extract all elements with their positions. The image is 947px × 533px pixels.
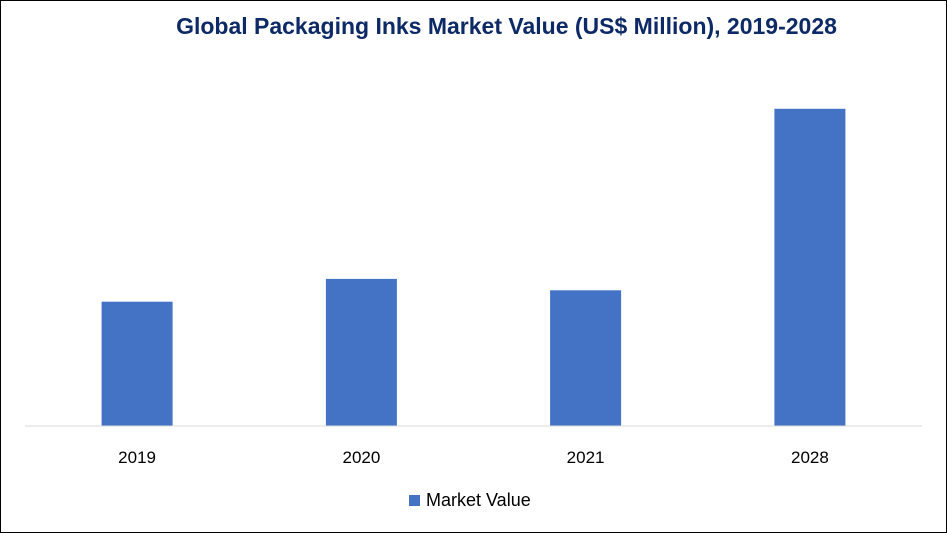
chart-title: Global Packaging Inks Market Value (US$ … [176, 13, 837, 39]
x-tick-label-2021: 2021 [567, 448, 605, 467]
bar-2028 [774, 108, 846, 427]
x-tick-label-2019: 2019 [118, 448, 156, 467]
bar-2019 [101, 301, 173, 426]
bar-2021 [550, 290, 622, 426]
x-tick-labels: 2019 2020 2021 2028 [118, 448, 829, 467]
x-tick-label-2020: 2020 [342, 448, 380, 467]
legend-swatch [409, 495, 420, 506]
bar-2020 [325, 278, 397, 427]
legend-label: Market Value [426, 490, 531, 510]
x-tick-label-2028: 2028 [791, 448, 829, 467]
bar-group [101, 108, 846, 427]
legend: Market Value [409, 490, 531, 511]
